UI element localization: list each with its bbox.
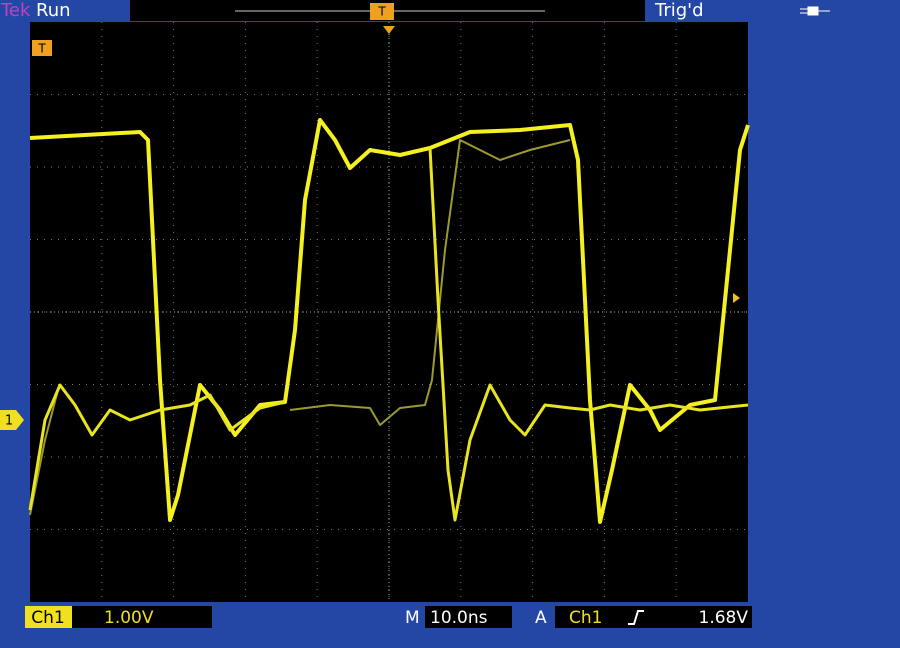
- trace-dim: [29, 139, 571, 516]
- trace-main: [29, 118, 750, 524]
- trigger-marker-label: T: [37, 42, 46, 56]
- timebase-prefix: M: [405, 608, 420, 628]
- scale: 1.00V: [104, 608, 154, 628]
- trigger-state: Trig'd: [654, 0, 704, 21]
- channel-box: [25, 606, 72, 628]
- trigger-box: [555, 606, 752, 628]
- channel-marker: [0, 410, 24, 430]
- slope-icon: [628, 610, 644, 625]
- trigger-mode: A: [535, 608, 547, 628]
- timebase-box: [425, 606, 512, 628]
- scale-box: [72, 606, 212, 628]
- trigger-position-label: T: [377, 5, 386, 19]
- trigger-source: Ch1: [569, 608, 602, 628]
- waveforms: [28, 118, 750, 524]
- channel-marker-label: 1: [5, 414, 13, 429]
- trace-alt: [28, 147, 749, 522]
- channel-label: Ch1: [31, 608, 64, 628]
- timebase: 10.0ns: [430, 608, 488, 628]
- trigger-marker: [32, 40, 52, 56]
- trigger-level: 1.68V: [699, 608, 749, 628]
- power-icon: [800, 6, 830, 16]
- trigger-position: [370, 3, 394, 20]
- trigger-pointer: [383, 26, 395, 34]
- brand: Tek: [0, 0, 31, 21]
- trigger-level-arrow: [733, 293, 740, 303]
- run-status: Run: [36, 0, 71, 21]
